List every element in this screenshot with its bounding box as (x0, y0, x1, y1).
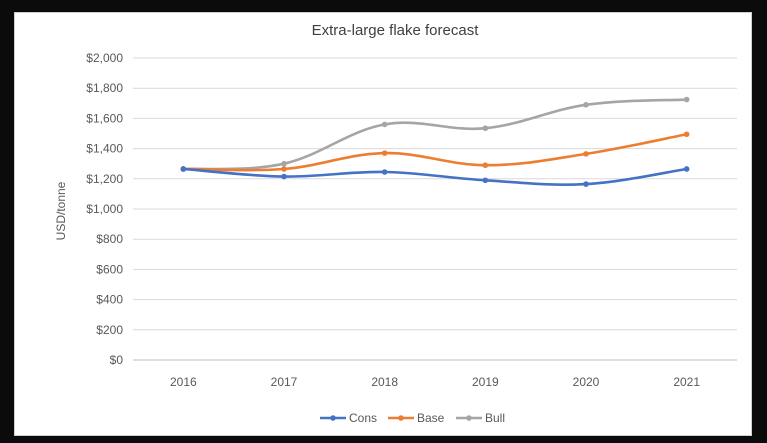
x-tick-labels: 2016 2017 2018 2019 2020 2021 (170, 375, 700, 389)
series-line-bull (182, 98, 688, 171)
data-point-bull (683, 96, 690, 103)
data-point-cons (683, 166, 690, 172)
x-tick-label: 2016 (170, 375, 197, 389)
data-point-base (683, 131, 690, 138)
data-point-base (482, 162, 489, 169)
x-tick-label: 2020 (573, 375, 600, 389)
x-tick-label: 2019 (472, 375, 499, 389)
y-tick-labels: $0 $200 $400 $600 $800 $1,000 $1,200 $1,400 $1,6… (86, 51, 123, 367)
data-point-base (583, 151, 589, 157)
y-tick-label: $200 (96, 323, 123, 337)
y-tick-label: $400 (96, 293, 123, 307)
data-point-base (381, 150, 388, 156)
legend-label-bull: Bull (485, 411, 505, 425)
chart-frame: Extra-large flake forecast USD/tonne $0 $… (14, 12, 752, 436)
data-point-cons (583, 181, 589, 187)
y-tick-label: $1,600 (86, 111, 123, 125)
x-tick-label: 2021 (673, 375, 700, 389)
legend-label-cons: Cons (349, 411, 377, 425)
series-lines (180, 96, 690, 187)
chart-title: Extra-large flake forecast (312, 22, 480, 39)
data-point-base (281, 166, 287, 172)
data-point-bull (583, 102, 589, 108)
y-tick-label: $1,200 (86, 172, 123, 186)
line-chart: Extra-large flake forecast USD/tonne $0$… (54, 22, 737, 425)
legend: Cons Base Bull (320, 411, 505, 425)
y-tick-label: $800 (96, 232, 123, 246)
data-point-cons (180, 166, 187, 172)
legend-marker-bull (466, 415, 472, 421)
y-tick-label: $2,000 (86, 51, 123, 65)
y-tick-label: $1,000 (86, 202, 123, 216)
y-tick-label: $0 (110, 353, 124, 367)
legend-label-base: Base (417, 411, 445, 425)
x-tick-label: 2017 (271, 375, 298, 389)
y-tick-label: $1,400 (86, 142, 123, 156)
series-line-cons (182, 167, 688, 186)
series-line-base (182, 132, 688, 172)
data-point-cons (281, 173, 287, 180)
data-point-cons (482, 177, 489, 184)
gridlines (133, 57, 737, 361)
y-tick-label: $1,800 (86, 81, 123, 95)
data-point-bull (482, 125, 489, 132)
legend-marker-cons (330, 415, 336, 421)
y-tick-label: $600 (96, 262, 123, 276)
legend-marker-base (398, 415, 404, 421)
y-axis-label: USD/tonne (54, 181, 68, 240)
data-point-bull (281, 160, 287, 167)
data-point-bull (381, 121, 388, 128)
data-point-cons (381, 169, 388, 175)
x-tick-label: 2018 (371, 375, 398, 389)
